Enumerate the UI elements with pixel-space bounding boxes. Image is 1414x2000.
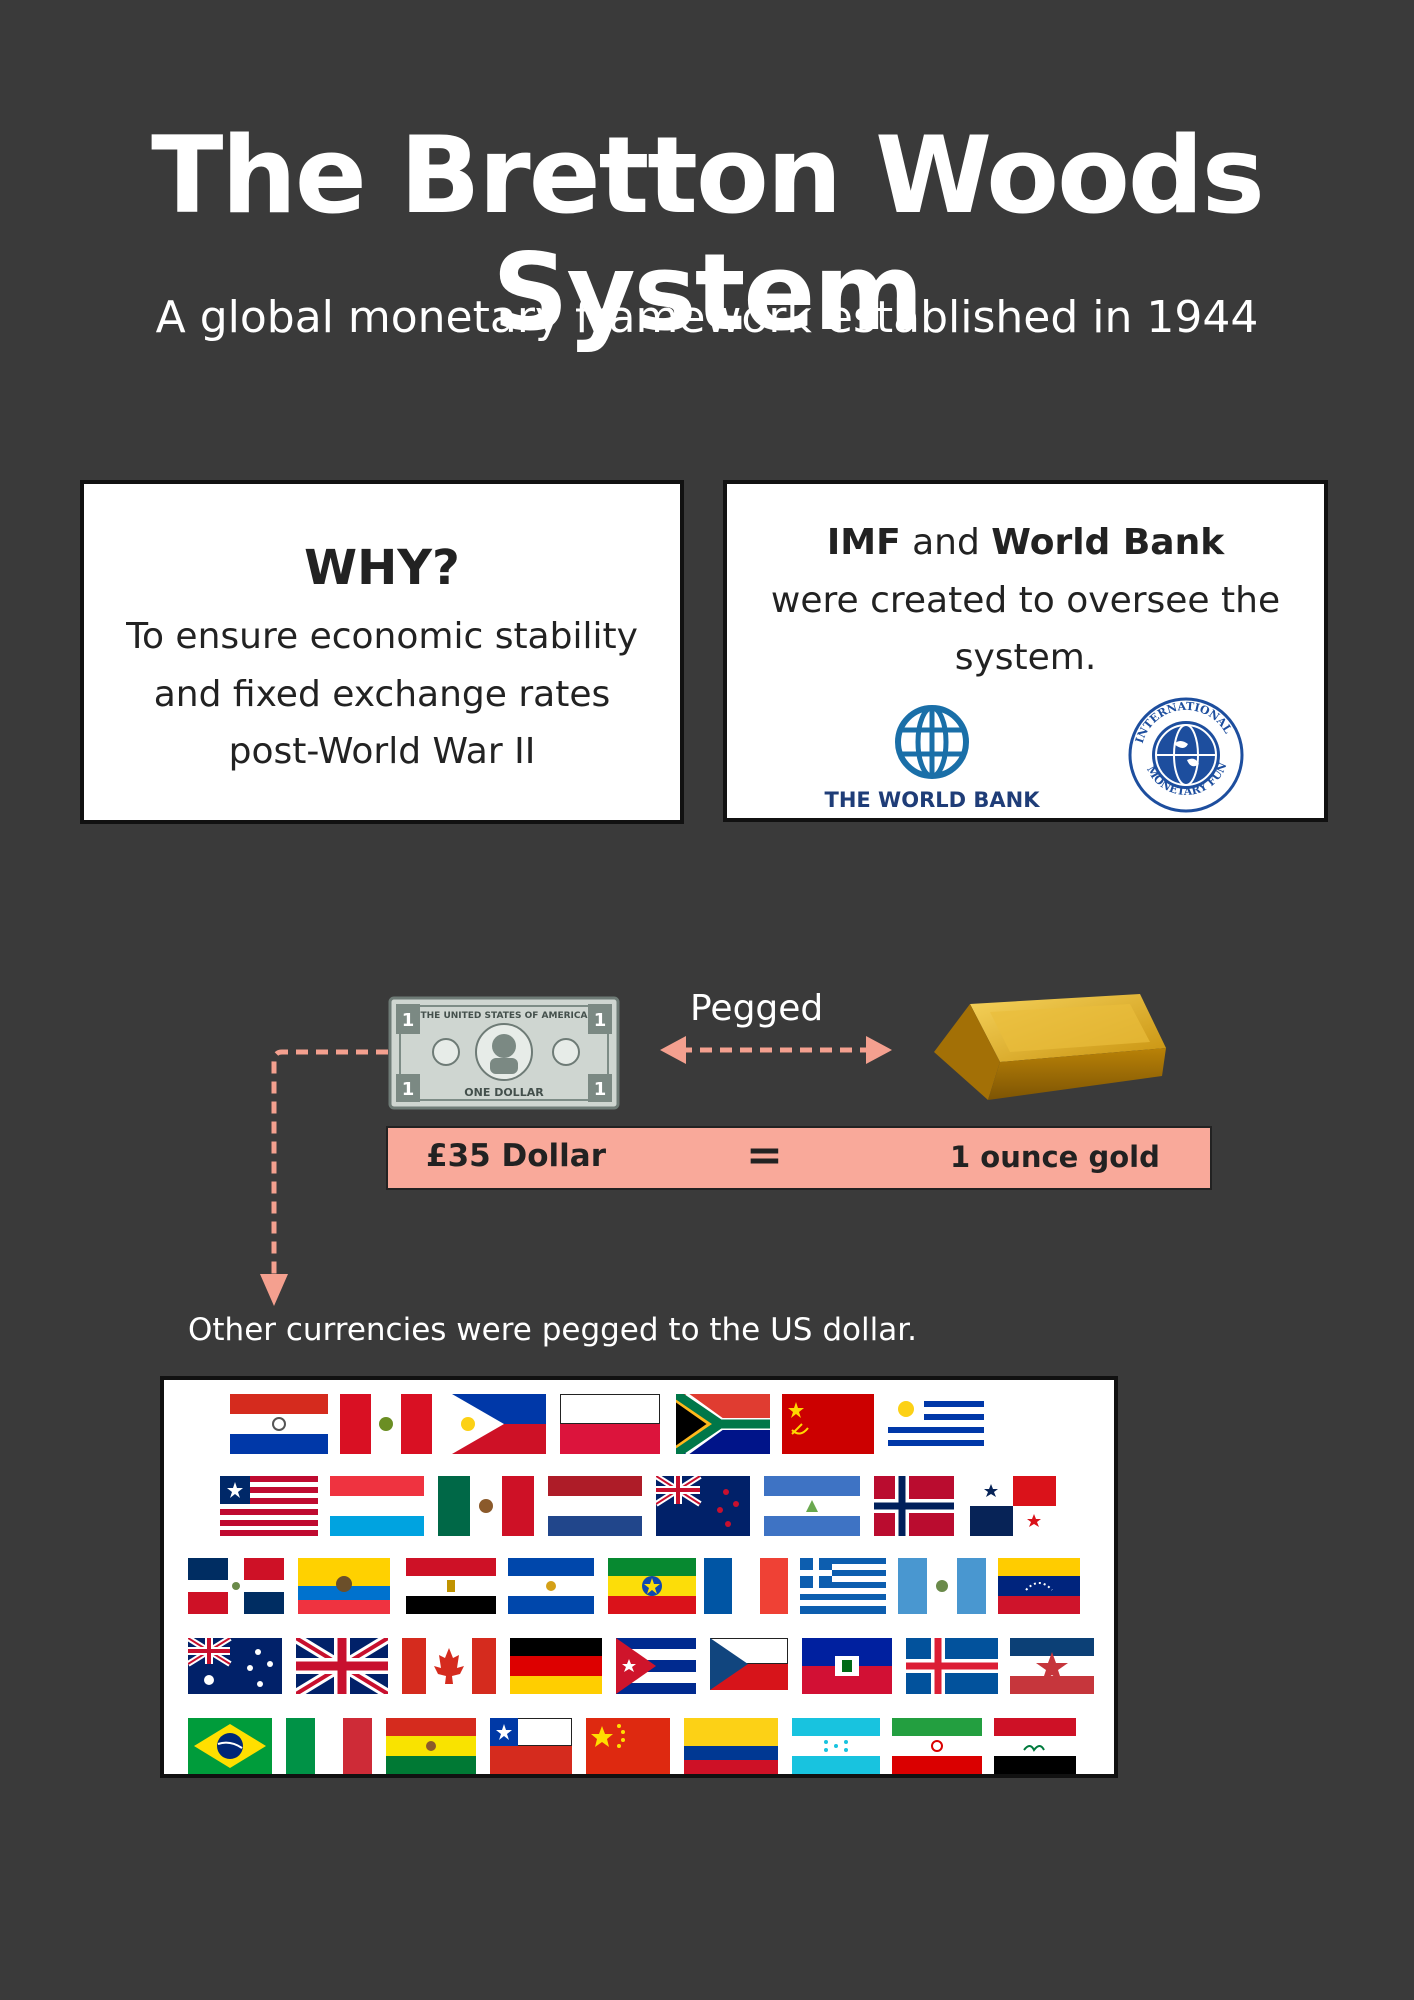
why-heading: WHY? [304, 540, 460, 596]
luxembourg-flag-icon [330, 1476, 424, 1536]
bolivia-flag-icon [386, 1718, 476, 1774]
page-title: The Bretton Woods System [151, 114, 1265, 354]
canada-flag-icon [402, 1638, 496, 1694]
brazil-flag-icon [188, 1718, 272, 1774]
australia-flag-icon [188, 1638, 282, 1694]
czech-flag-icon [710, 1638, 788, 1690]
uruguay-flag-icon [888, 1394, 984, 1454]
nicaragua-flag-icon [764, 1476, 860, 1536]
el-salvador-flag-icon [508, 1558, 594, 1614]
imf-label: IMF [826, 522, 901, 563]
italy-flag-icon [286, 1718, 372, 1774]
ussr-flag-icon [782, 1394, 874, 1454]
dominican-republic-flag-icon [188, 1558, 284, 1614]
page-subtitle: A global monetary framework established … [155, 292, 1259, 343]
institutions-text: IMF and World Bank were created to overs… [727, 514, 1324, 687]
netherlands-flag-icon [548, 1476, 642, 1536]
equation-left: £35 Dollar [426, 1138, 606, 1174]
panama-flag-icon [970, 1476, 1056, 1536]
iceland-flag-icon [906, 1638, 998, 1694]
svg-text:1: 1 [402, 1079, 415, 1100]
germany-flag-icon [510, 1638, 602, 1694]
cuba-flag-icon [616, 1638, 696, 1694]
imf-seal-icon: INTERNATIONAL MONETARY FUND [1122, 686, 1244, 813]
world-bank-label: World Bank [991, 522, 1225, 563]
svg-text:1: 1 [594, 1079, 607, 1100]
svg-text:1: 1 [594, 1010, 607, 1031]
new-zealand-flag-icon [656, 1476, 750, 1536]
pegged-label: Pegged [690, 988, 824, 1029]
ecuador-flag-icon [298, 1558, 390, 1614]
gold-bar-icon [934, 994, 1166, 1100]
philippines-flag-icon [452, 1394, 546, 1454]
south-africa-flag-icon [676, 1394, 770, 1454]
flags-panel [160, 1376, 1118, 1778]
honduras-flag-icon [792, 1718, 880, 1774]
equation-right: 1 ounce gold [950, 1140, 1160, 1174]
bill-text-top: THE UNITED STATES OF AMERICA [421, 1011, 588, 1021]
norway-flag-icon [874, 1476, 954, 1536]
venezuela-flag-icon [998, 1558, 1080, 1614]
gold-bar [930, 990, 1174, 1108]
institutions-card: IMF and World Bank were created to overs… [723, 480, 1328, 822]
iran-flag-icon [892, 1718, 982, 1774]
guatemala-flag-icon [898, 1558, 986, 1614]
ethiopia-flag-icon [608, 1558, 696, 1614]
world-bank-logo: THE WORLD BANK [817, 702, 1047, 812]
united-kingdom-flag-icon [296, 1638, 388, 1694]
chile-flag-icon [490, 1718, 572, 1774]
paraguay-flag-icon [230, 1394, 328, 1454]
dollar-bill: 1 1 1 1 THE UNITED STATES OF AMERICA ONE… [388, 996, 620, 1110]
iraq-flag-icon [994, 1718, 1076, 1774]
equals-sign: = [746, 1130, 783, 1181]
why-text: To ensure economic stability and fixed e… [126, 616, 638, 773]
peru-flag-icon [340, 1394, 432, 1454]
globe-icon [895, 705, 969, 779]
yugoslavia-flag-icon [1010, 1638, 1094, 1694]
currencies-note: Other currencies were pegged to the US d… [188, 1312, 917, 1348]
connector-arrow-icon [258, 1044, 394, 1312]
bill-denomination: 1 [402, 1010, 415, 1031]
institutions-description: were created to oversee the system. [770, 579, 1281, 679]
colombia-flag-icon [684, 1718, 778, 1774]
equation-bar: £35 Dollar = 1 ounce gold [386, 1126, 1212, 1190]
mexico-flag-icon [438, 1476, 534, 1536]
imf-seal: INTERNATIONAL MONETARY FUND [1122, 686, 1245, 818]
france-flag-icon [704, 1558, 788, 1614]
haiti-flag-icon [802, 1638, 892, 1694]
egypt-flag-icon [406, 1558, 496, 1614]
why-card: WHY? To ensure economic stability and fi… [80, 480, 684, 824]
dollar-bill-icon: 1 1 1 1 THE UNITED STATES OF AMERICA ONE… [388, 996, 620, 1110]
greece-flag-icon [800, 1558, 886, 1614]
poland-flag-icon [560, 1394, 660, 1454]
double-arrow-icon [656, 1030, 896, 1074]
liberia-flag-icon [220, 1476, 318, 1536]
bill-text-bottom: ONE DOLLAR [464, 1086, 544, 1099]
world-bank-logo-text: THE WORLD BANK [824, 788, 1040, 812]
china-flag-icon [586, 1718, 670, 1774]
and-label: and [912, 522, 980, 563]
